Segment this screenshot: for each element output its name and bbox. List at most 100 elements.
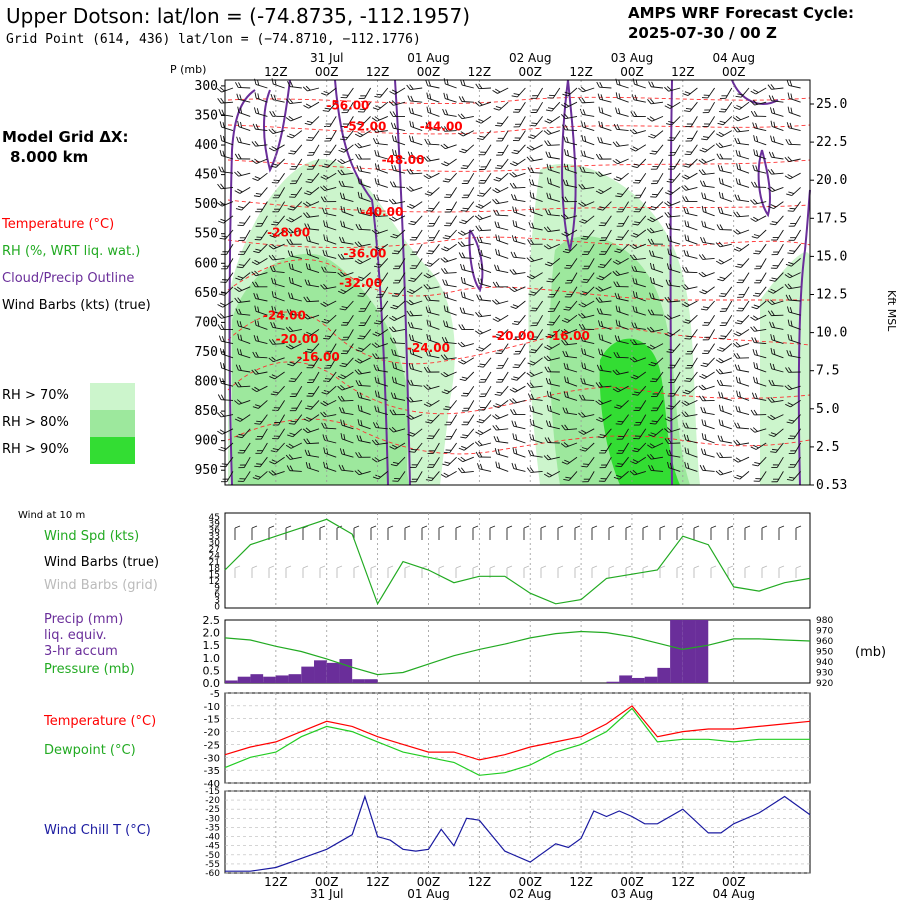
barb-shaft: [394, 87, 406, 95]
barb-shaft: [311, 130, 320, 141]
barb-flag: [598, 286, 604, 291]
barb-flag: [682, 391, 689, 395]
barb-shaft: [771, 339, 784, 345]
wind-barb-grid: [302, 565, 309, 578]
barb-flag: [302, 202, 309, 207]
wind-barb: [732, 115, 750, 122]
barb-flag: [356, 207, 360, 213]
wind-barb: [427, 215, 440, 227]
barb-flag: [557, 565, 564, 569]
barb-flag: [738, 294, 745, 296]
barb-shaft: [241, 428, 251, 439]
barb-shaft: [363, 101, 371, 113]
wind-barb: [477, 248, 492, 259]
temp-tick-label: -20: [204, 728, 220, 739]
barb-flag: [701, 271, 707, 277]
barb-shaft: [307, 240, 320, 245]
wind-barb: [649, 144, 664, 155]
temp-contour-label: -48.00: [382, 153, 425, 167]
barb-flag: [738, 377, 741, 384]
barb-flag: [251, 388, 257, 393]
wind-barb: [392, 362, 406, 373]
barb-shaft: [277, 400, 285, 411]
barb-flag: [359, 335, 366, 338]
barb-shaft: [500, 158, 509, 169]
barb-shaft: [395, 229, 406, 239]
wind-barb: [560, 213, 578, 220]
barb-shaft: [483, 357, 492, 368]
wind-barb: [234, 381, 251, 388]
barb-shaft: [255, 128, 268, 132]
wind-barb: [750, 427, 767, 433]
barb-flag: [767, 169, 772, 175]
wind-barb: [372, 471, 389, 480]
barb-flag: [716, 133, 722, 137]
barb-flag: [216, 412, 222, 418]
barb-flag: [599, 263, 606, 266]
barb-flag: [578, 412, 583, 418]
barb-flag: [303, 296, 308, 302]
top-hour-label: 12Z: [366, 65, 390, 79]
barb-shaft: [411, 414, 423, 420]
barb-flag: [737, 422, 741, 429]
wind-barb: [410, 471, 423, 483]
barb-flag: [682, 422, 686, 429]
barb-flag: [720, 293, 727, 295]
barb-flag: [429, 93, 432, 100]
barb-flag: [462, 165, 469, 167]
barb-shaft: [621, 201, 629, 213]
barb-flag: [306, 212, 311, 218]
barb-flag: [446, 93, 449, 100]
wind-barb: [390, 122, 406, 132]
barb-flag: [719, 276, 726, 280]
barb-shaft: [773, 201, 784, 210]
wind-barb: [271, 277, 285, 288]
barb-shaft: [793, 456, 801, 468]
barb-flag: [615, 319, 618, 326]
barb-flag: [583, 122, 587, 128]
wind-barb: [254, 414, 268, 425]
barb-flag: [372, 422, 377, 428]
barb-shaft: [462, 456, 474, 463]
wind-barb: [493, 435, 509, 444]
barb-shaft: [771, 384, 784, 387]
barb-shaft: [536, 87, 543, 99]
barb-flag: [251, 271, 257, 277]
wind-barb: [770, 107, 784, 117]
barb-shaft: [410, 156, 423, 160]
barb-shaft: [307, 454, 320, 458]
barb-shaft: [427, 311, 440, 316]
barb-flag: [700, 448, 704, 455]
wind-tick-label: 30: [209, 539, 221, 549]
barb-flag: [634, 435, 641, 437]
barb-flag: [494, 221, 498, 228]
barb-flag: [698, 385, 704, 391]
barb-shaft: [550, 258, 561, 267]
bottom-date-label: 03 Aug: [611, 887, 654, 900]
barb-flag: [686, 335, 693, 338]
barb-flag: [751, 181, 755, 188]
barb-flag: [581, 465, 588, 468]
wind-barb: [718, 404, 732, 416]
barb-flag: [618, 306, 621, 313]
barb-flag: [527, 393, 532, 400]
barb-flag: [269, 461, 275, 465]
barb-shaft: [483, 400, 492, 411]
barb-flag: [617, 420, 624, 423]
barb-shaft: [328, 101, 337, 112]
wind-barb: [595, 171, 612, 177]
barb-flag: [308, 393, 315, 395]
barb-shaft: [565, 168, 578, 174]
barb-flag: [479, 463, 483, 470]
barb-shaft: [583, 300, 595, 308]
barb-flag: [479, 294, 483, 301]
barb-flag: [786, 193, 792, 196]
barb-shaft: [482, 414, 492, 424]
barb-shaft: [397, 471, 406, 482]
barb-flag: [412, 348, 415, 355]
barb-shaft: [414, 442, 423, 453]
barb-shaft: [755, 215, 767, 222]
barb-flag: [703, 407, 707, 414]
barb-shaft: [239, 286, 251, 292]
